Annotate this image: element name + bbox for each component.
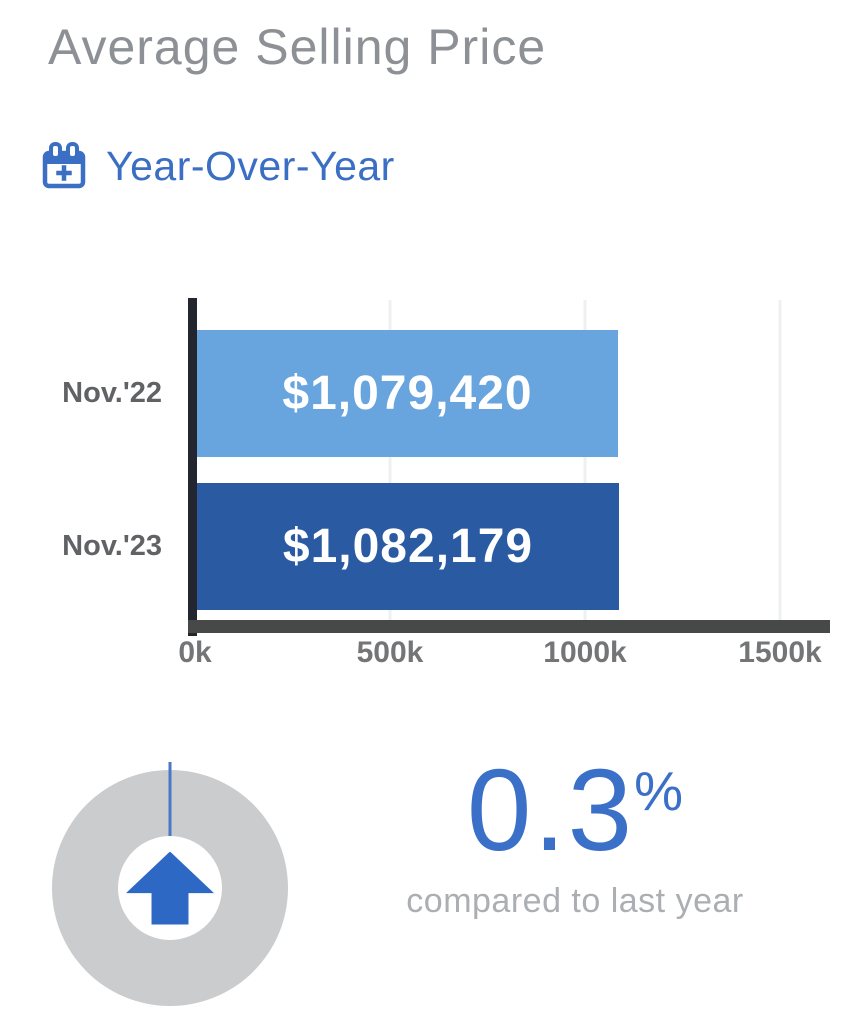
arrow-up-icon xyxy=(126,851,214,925)
gauge-center xyxy=(118,836,222,940)
gauge-progress-mark xyxy=(168,762,172,840)
bar-nov-22: $1,079,420 xyxy=(197,330,618,457)
x-axis-ticks: 0k 500k 1000k 1500k xyxy=(0,636,857,676)
category-label-nov-23: Nov.'23 xyxy=(62,530,162,562)
page-title: Average Selling Price xyxy=(48,19,547,75)
calendar-plus-icon xyxy=(38,140,90,192)
bar-row-nov-23: Nov.'23 $1,082,179 xyxy=(0,483,857,610)
gridline xyxy=(583,300,587,622)
y-axis-line xyxy=(188,298,197,636)
category-label-nov-22: Nov.'22 xyxy=(62,377,162,409)
gauge-donut xyxy=(52,762,288,1006)
x-tick-label: 1500k xyxy=(738,636,822,669)
bar-chart: Nov.'22 $1,079,420 Nov.'23 $1,082,179 0k… xyxy=(0,290,857,690)
bar-value-nov-22: $1,079,420 xyxy=(282,367,533,420)
bar-row-nov-22: Nov.'22 $1,079,420 xyxy=(0,330,857,457)
gridline xyxy=(388,300,392,622)
x-axis-line xyxy=(188,620,830,633)
x-tick-label: 500k xyxy=(356,636,424,669)
summary-stat: 0.3 % compared to last year xyxy=(395,752,755,921)
bar-value-nov-23: $1,082,179 xyxy=(282,520,534,573)
x-tick-label: 1000k xyxy=(543,636,627,669)
period-header: Year-Over-Year xyxy=(38,140,395,192)
bar-nov-23: $1,082,179 xyxy=(197,483,619,610)
x-tick-label: 0k xyxy=(178,636,212,669)
period-label: Year-Over-Year xyxy=(106,142,395,189)
comparison-caption: compared to last year xyxy=(406,882,744,920)
percent-change: 0.3 % xyxy=(395,752,755,868)
gridline xyxy=(778,300,782,622)
percent-sign: % xyxy=(634,760,684,822)
percent-value: 0.3 xyxy=(466,745,635,875)
